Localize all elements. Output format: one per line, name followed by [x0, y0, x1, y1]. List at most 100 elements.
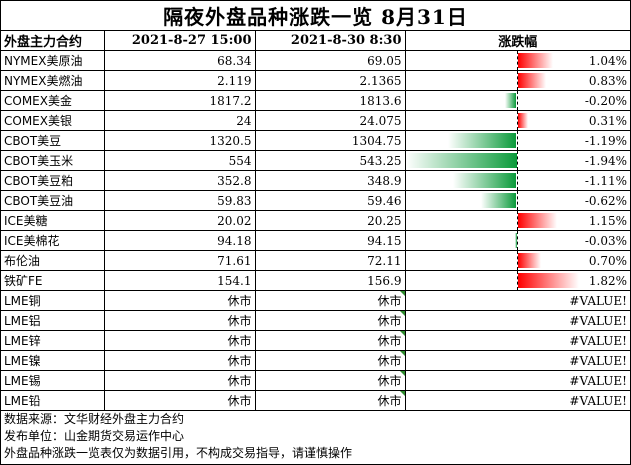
- cell-price-0830[interactable]: 1304.75: [254, 130, 406, 151]
- table-row: CBOT美豆油 59.83 59.46 -0.62%: [1, 190, 630, 211]
- cell-change[interactable]: #VALUE!: [404, 330, 630, 351]
- cell-change[interactable]: #VALUE!: [404, 390, 630, 411]
- cell-price-0827[interactable]: 休市: [103, 390, 256, 411]
- footnote-source: 数据来源：文华财经外盘主力合约: [4, 412, 185, 426]
- cell-price-0827[interactable]: 2.119: [103, 70, 256, 91]
- cell-contract[interactable]: NYMEX美燃油: [1, 70, 105, 91]
- cell-price-0827[interactable]: 68.34: [103, 50, 256, 71]
- cell-price-0830[interactable]: 72.11: [254, 250, 406, 271]
- sheet-title: 隔夜外盘品种涨跌一览 8月31日: [1, 1, 630, 31]
- header-date1[interactable]: 2021-8-27 15:00: [103, 31, 256, 51]
- cell-price-0830[interactable]: 2.1365: [254, 70, 406, 91]
- cell-change[interactable]: #VALUE!: [404, 310, 630, 331]
- cell-change[interactable]: 1.82%: [404, 270, 630, 291]
- error-indicator-icon: [399, 351, 404, 356]
- cell-contract[interactable]: LME锡: [1, 370, 105, 391]
- cell-change[interactable]: -1.11%: [404, 170, 630, 191]
- databar-axis: [516, 151, 518, 170]
- cell-price-0830[interactable]: 休市: [254, 310, 406, 331]
- cell-price-0827[interactable]: 554: [103, 150, 256, 171]
- cell-contract[interactable]: ICE美棉花: [1, 230, 105, 251]
- cell-change[interactable]: 1.15%: [404, 210, 630, 231]
- cell-price-0830[interactable]: 94.15: [254, 230, 406, 251]
- table-row: ICE美棉花 94.18 94.15 -0.03%: [1, 230, 630, 251]
- cell-price-0827[interactable]: 59.83: [103, 190, 256, 211]
- cell-contract[interactable]: COMEX美金: [1, 90, 105, 111]
- header-change[interactable]: 涨跌幅: [404, 31, 630, 51]
- header-date2[interactable]: 2021-8-30 8:30: [254, 31, 406, 51]
- change-percent: 1.82%: [588, 273, 627, 288]
- cell-change[interactable]: -1.94%: [404, 150, 630, 171]
- cell-contract[interactable]: CBOT美玉米: [1, 150, 105, 171]
- cell-contract[interactable]: LME铝: [1, 310, 105, 331]
- cell-price-0827[interactable]: 154.1: [103, 270, 256, 291]
- cell-contract[interactable]: CBOT美豆油: [1, 190, 105, 211]
- cell-contract[interactable]: ICE美糖: [1, 210, 105, 231]
- databar-axis: [516, 191, 518, 210]
- cell-change[interactable]: #VALUE!: [404, 350, 630, 371]
- cell-price-0827[interactable]: 休市: [103, 330, 256, 351]
- cell-contract[interactable]: LME铜: [1, 290, 105, 311]
- cell-contract[interactable]: CBOT美豆粕: [1, 170, 105, 191]
- cell-price-0830[interactable]: 休市: [254, 330, 406, 351]
- change-percent: -1.11%: [584, 173, 627, 188]
- databar: [517, 273, 580, 288]
- cell-change[interactable]: -0.03%: [404, 230, 630, 251]
- cell-change[interactable]: #VALUE!: [404, 370, 630, 391]
- table-row: LME铝 休市 休市 #VALUE!: [1, 310, 630, 331]
- cell-change[interactable]: -1.19%: [404, 130, 630, 151]
- databar-axis: [516, 111, 518, 130]
- cell-change[interactable]: 1.04%: [404, 50, 630, 71]
- cell-contract[interactable]: LME镍: [1, 350, 105, 371]
- cell-change[interactable]: 0.31%: [404, 110, 630, 131]
- databar-axis: [516, 171, 518, 190]
- cell-price-0830[interactable]: 543.25: [254, 150, 406, 171]
- cell-change[interactable]: 0.70%: [404, 250, 630, 271]
- cell-price-0830[interactable]: 156.9: [254, 270, 406, 291]
- cell-price-0830[interactable]: 休市: [254, 370, 406, 391]
- cell-change[interactable]: -0.20%: [404, 90, 630, 111]
- cell-price-0827[interactable]: 1817.2: [103, 90, 256, 111]
- table-row: COMEX美银 24 24.075 0.31%: [1, 110, 630, 131]
- cell-price-0830[interactable]: 20.25: [254, 210, 406, 231]
- header-contract[interactable]: 外盘主力合约: [1, 31, 105, 51]
- cell-contract[interactable]: LME锌: [1, 330, 105, 351]
- cell-price-0827[interactable]: 休市: [103, 370, 256, 391]
- cell-price-0830[interactable]: 休市: [254, 390, 406, 411]
- databar-axis: [516, 271, 518, 290]
- cell-contract[interactable]: CBOT美豆: [1, 130, 105, 151]
- cell-contract[interactable]: 铁矿FE: [1, 270, 105, 291]
- table-row: 布伦油 71.61 72.11 0.70%: [1, 250, 630, 271]
- cell-price-0830[interactable]: 1813.6: [254, 90, 406, 111]
- cell-price-0830[interactable]: 69.05: [254, 50, 406, 71]
- databar: [505, 93, 517, 108]
- cell-price-0830[interactable]: 休市: [254, 350, 406, 371]
- cell-contract[interactable]: LME铅: [1, 390, 105, 411]
- cell-price-0827[interactable]: 352.8: [103, 170, 256, 191]
- cell-price-0830[interactable]: 59.46: [254, 190, 406, 211]
- cell-price-0827[interactable]: 24: [103, 110, 256, 131]
- change-percent: #VALUE!: [569, 333, 627, 348]
- cell-price-0827[interactable]: 休市: [103, 310, 256, 331]
- cell-price-0827[interactable]: 94.18: [103, 230, 256, 251]
- cell-price-0827[interactable]: 71.61: [103, 250, 256, 271]
- table-row: 铁矿FE 154.1 156.9 1.82%: [1, 270, 630, 291]
- cell-price-0827[interactable]: 休市: [103, 350, 256, 371]
- cell-contract[interactable]: NYMEX美原油: [1, 50, 105, 71]
- cell-price-0827[interactable]: 休市: [103, 290, 256, 311]
- cell-price-0830[interactable]: 24.075: [254, 110, 406, 131]
- cell-price-0827[interactable]: 20.02: [103, 210, 256, 231]
- databar: [517, 73, 546, 88]
- change-percent: -0.20%: [584, 93, 627, 108]
- error-indicator-icon: [399, 311, 404, 316]
- cell-change[interactable]: 0.83%: [404, 70, 630, 91]
- cell-contract[interactable]: 布伦油: [1, 250, 105, 271]
- cell-change[interactable]: #VALUE!: [404, 290, 630, 311]
- cell-price-0830[interactable]: 348.9: [254, 170, 406, 191]
- cell-price-0830[interactable]: 休市: [254, 290, 406, 311]
- cell-price-0827[interactable]: 1320.5: [103, 130, 256, 151]
- cell-change[interactable]: -0.62%: [404, 190, 630, 211]
- table-row: COMEX美金 1817.2 1813.6 -0.20%: [1, 90, 630, 111]
- cell-contract[interactable]: COMEX美银: [1, 110, 105, 131]
